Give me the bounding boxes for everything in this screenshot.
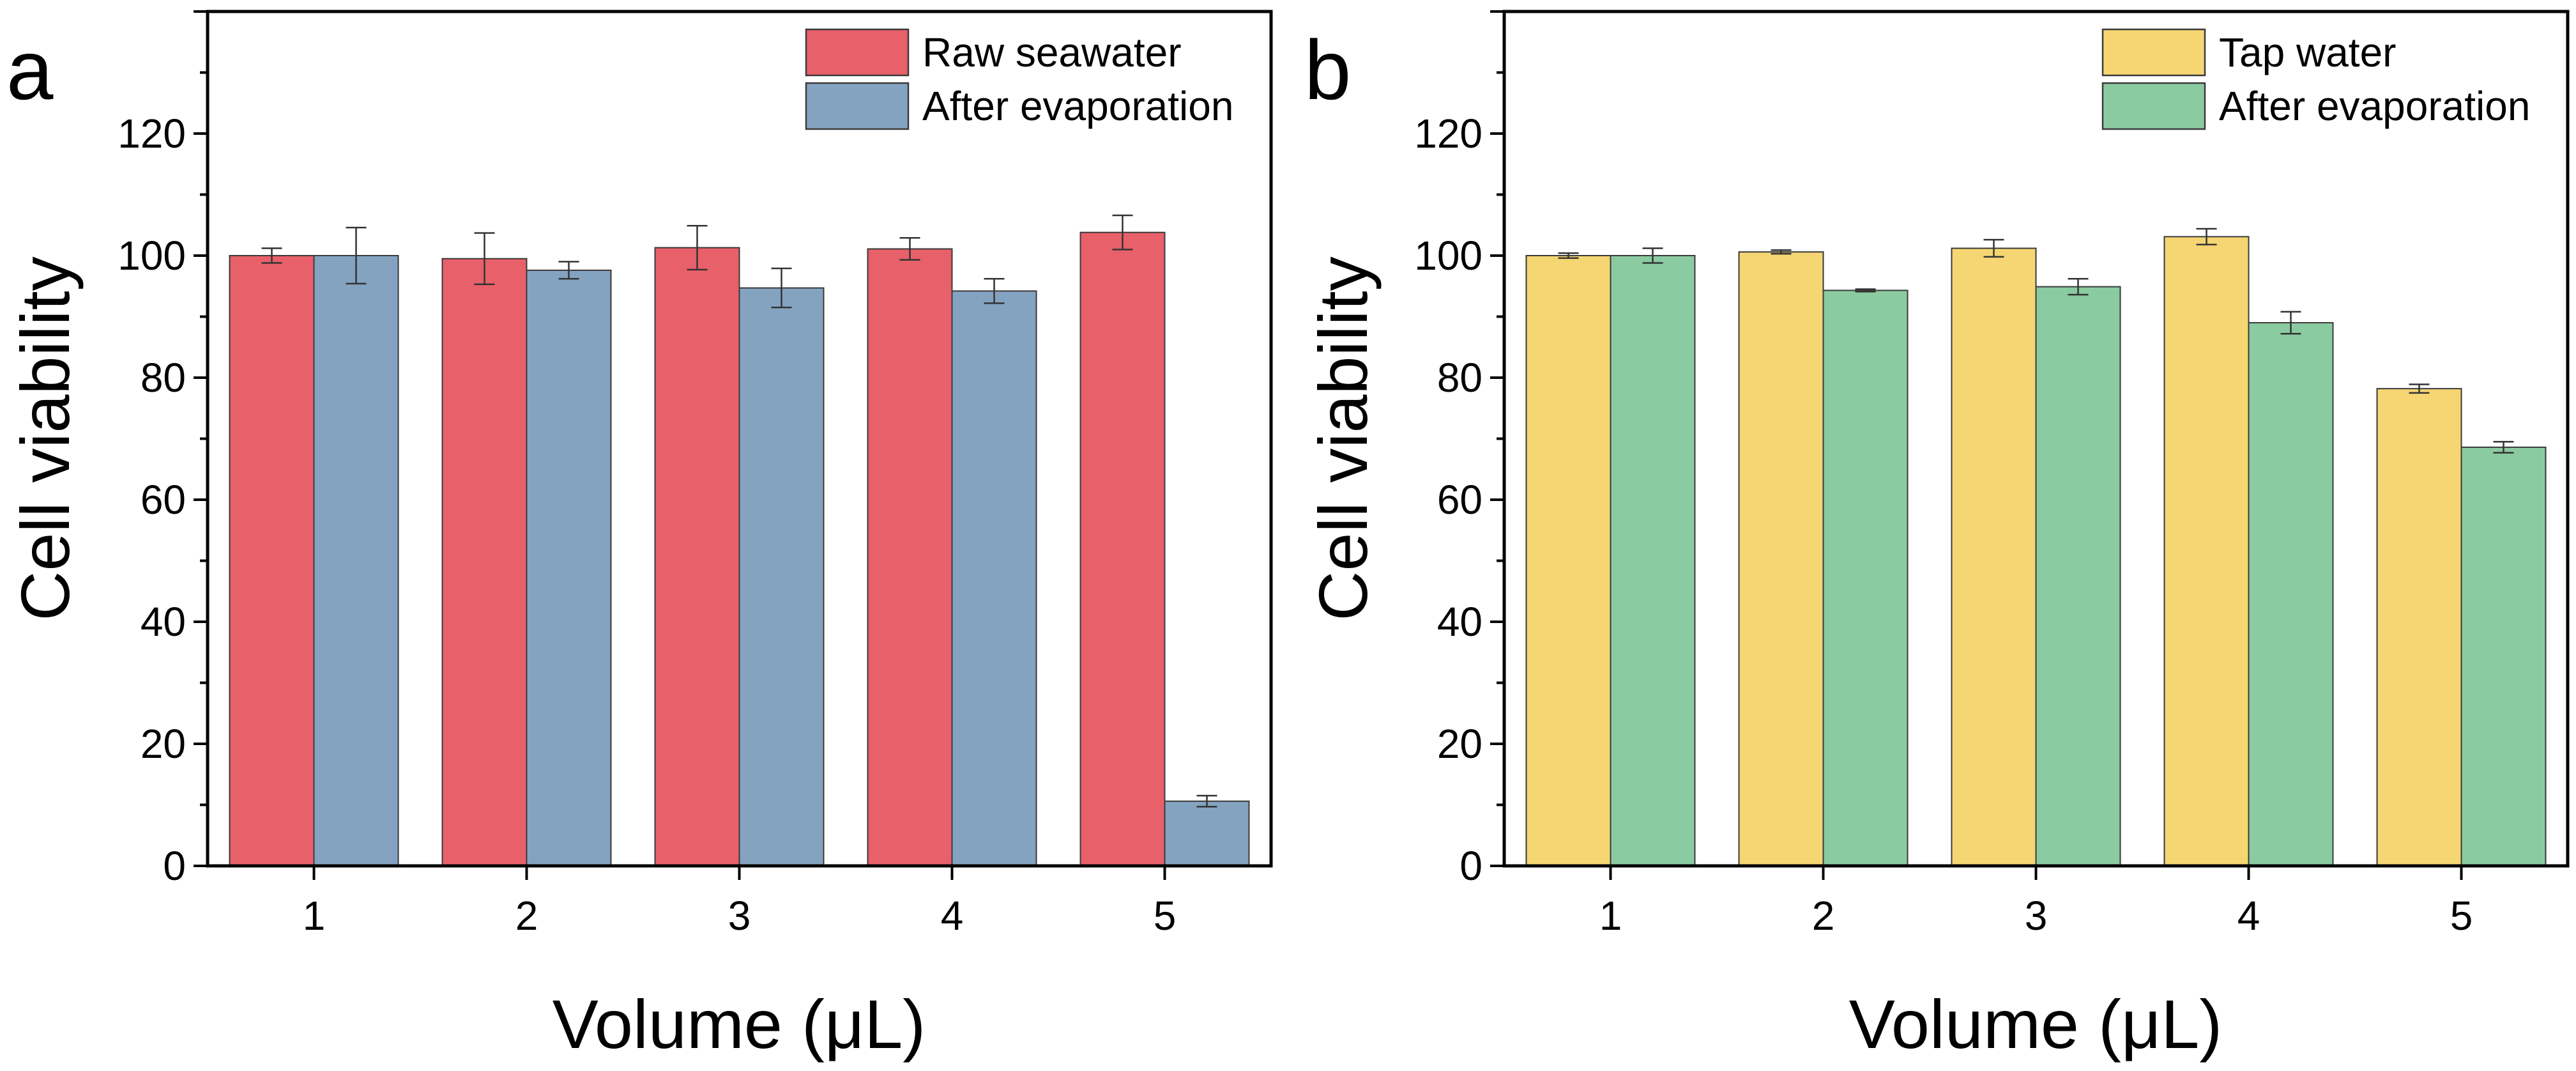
bar-a-s1-5 <box>1079 231 1166 867</box>
bar-b-s1-5 <box>2376 388 2462 867</box>
y-axis-title-a: Cell viability <box>6 256 84 620</box>
bar-b-s1-3 <box>1951 247 2037 867</box>
x-tick-label-b-3: 3 <box>2025 893 2048 939</box>
bar-b-s1-1 <box>1525 255 1612 867</box>
y-tick-label-b-80: 80 <box>1437 355 1482 401</box>
x-tick-label-b-4: 4 <box>2237 893 2260 939</box>
y-tick-label-a-100: 100 <box>118 233 186 279</box>
panel-label-b: b <box>1304 23 1351 117</box>
y-tick-label-b-120: 120 <box>1414 111 1482 157</box>
y-tick-label-a-60: 60 <box>141 477 186 523</box>
x-tick-label-b-2: 2 <box>1812 893 1835 939</box>
x-tick-label-b-1: 1 <box>1599 893 1622 939</box>
y-tick-label-b-60: 60 <box>1437 477 1482 523</box>
panel-label-a: a <box>6 23 54 117</box>
bar-b-s2-2 <box>1822 289 1909 867</box>
x-tick-label-a-1: 1 <box>303 893 326 939</box>
bar-a-s1-4 <box>867 248 953 867</box>
bar-a-s2-5 <box>1164 800 1250 867</box>
bar-a-s1-3 <box>654 247 740 867</box>
bar-a-s1-1 <box>229 255 315 867</box>
x-tick-label-b-5: 5 <box>2450 893 2473 939</box>
bar-a-s2-2 <box>526 269 612 867</box>
bar-a-s2-4 <box>951 290 1037 867</box>
y-tick-label-a-80: 80 <box>141 355 186 401</box>
bar-a-s2-1 <box>313 255 399 867</box>
bar-b-s2-1 <box>1610 255 1696 867</box>
bar-b-s2-3 <box>2035 286 2121 867</box>
bar-b-s1-2 <box>1738 251 1824 867</box>
y-tick-label-b-40: 40 <box>1437 599 1482 645</box>
y-axis-title-b: Cell viability <box>1304 256 1382 620</box>
legend-swatch-a-2 <box>805 82 910 130</box>
legend-swatch-b-1 <box>2101 28 2206 77</box>
y-tick-label-b-100: 100 <box>1414 233 1482 279</box>
x-tick-label-a-4: 4 <box>941 893 964 939</box>
y-tick-label-a-0: 0 <box>163 843 186 889</box>
x-tick-label-a-3: 3 <box>728 893 751 939</box>
y-tick-label-b-0: 0 <box>1459 843 1482 889</box>
bar-b-s2-5 <box>2460 446 2547 867</box>
legend-label-b-2: After evaporation <box>2219 83 2530 129</box>
x-tick-label-a-2: 2 <box>515 893 538 939</box>
x-axis-title-a: Volume (μL) <box>553 985 926 1063</box>
bar-b-s1-4 <box>2163 236 2250 867</box>
bar-a-s1-2 <box>441 258 528 867</box>
legend-label-b-1: Tap water <box>2219 29 2396 75</box>
legend-label-a-2: After evaporation <box>922 83 1233 129</box>
y-tick-label-a-120: 120 <box>118 111 186 157</box>
x-axis-title-b: Volume (μL) <box>1849 985 2222 1063</box>
legend-swatch-b-2 <box>2101 82 2206 130</box>
x-tick-label-a-5: 5 <box>1154 893 1177 939</box>
legend-swatch-a-1 <box>805 28 910 77</box>
bar-b-s2-4 <box>2248 322 2334 867</box>
y-tick-label-a-40: 40 <box>141 599 186 645</box>
chart-panel-b: 0 20 40 60 80 100 120 1 2 3 4 5 Cell viability Volume… <box>1304 10 2570 1063</box>
y-tick-label-b-20: 20 <box>1437 721 1482 767</box>
chart-panel-a: 0 20 40 60 80 100 120 1 2 3 4 5 Cell viability Volume… <box>6 10 1273 1063</box>
bar-a-s2-3 <box>738 287 825 867</box>
y-tick-label-a-20: 20 <box>141 721 186 767</box>
legend-label-a-1: Raw seawater <box>922 29 1182 75</box>
